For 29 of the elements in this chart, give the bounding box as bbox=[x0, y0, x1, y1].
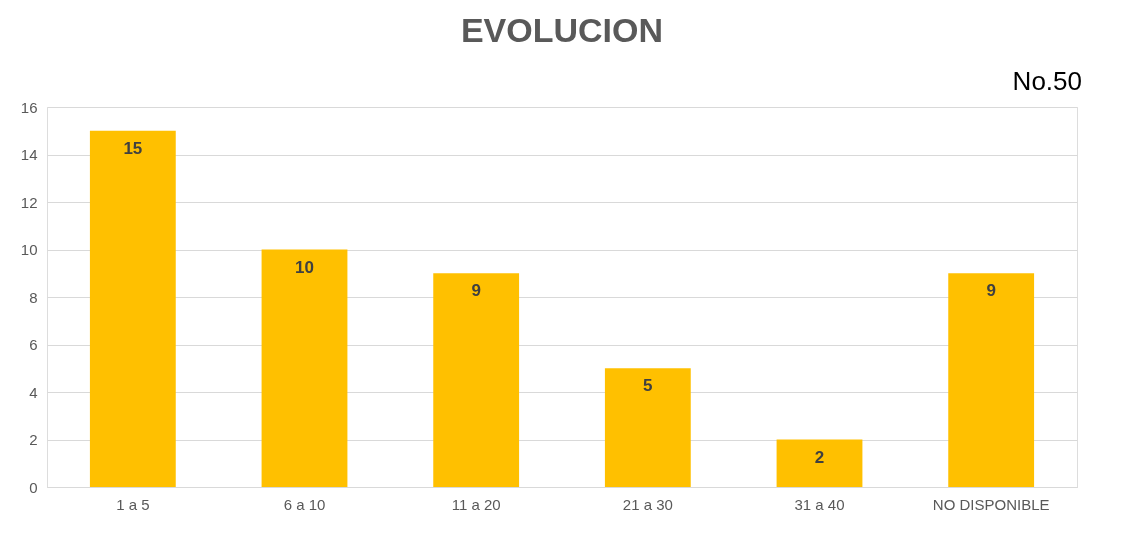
x-tick-label: 21 a 30 bbox=[622, 495, 673, 513]
x-tick-label: 1 a 5 bbox=[116, 495, 150, 513]
x-tick-label: 11 a 20 bbox=[451, 495, 501, 513]
y-tick-label: 6 bbox=[29, 336, 38, 353]
data-label: 10 bbox=[295, 257, 314, 277]
data-label: 5 bbox=[643, 376, 653, 396]
y-tick-label: 4 bbox=[29, 383, 38, 401]
x-tick-label: 31 a 40 bbox=[794, 495, 845, 513]
y-tick-label: 14 bbox=[20, 146, 38, 163]
x-tick-label: 6 a 10 bbox=[283, 495, 326, 513]
y-tick-label: 0 bbox=[29, 478, 38, 496]
y-tick-label: 2 bbox=[29, 431, 38, 448]
data-label: 2 bbox=[814, 447, 825, 467]
bar bbox=[89, 130, 176, 487]
chart-title: EVOLUCION bbox=[460, 11, 664, 49]
bar bbox=[776, 439, 863, 487]
bar bbox=[433, 273, 520, 487]
bar bbox=[261, 249, 348, 487]
x-tick-label: NO DISPONIBLE bbox=[932, 495, 1050, 513]
bar bbox=[604, 368, 691, 487]
y-tick-label: 16 bbox=[20, 98, 38, 116]
y-tick-label: 12 bbox=[20, 193, 38, 211]
y-tick-label: 8 bbox=[29, 288, 38, 306]
data-label: 15 bbox=[123, 138, 143, 158]
data-label: 9 bbox=[986, 281, 996, 301]
bar bbox=[948, 273, 1035, 487]
data-label: 9 bbox=[471, 281, 481, 301]
y-tick-label: 10 bbox=[20, 241, 38, 258]
text: No.50 bbox=[1012, 66, 1082, 96]
